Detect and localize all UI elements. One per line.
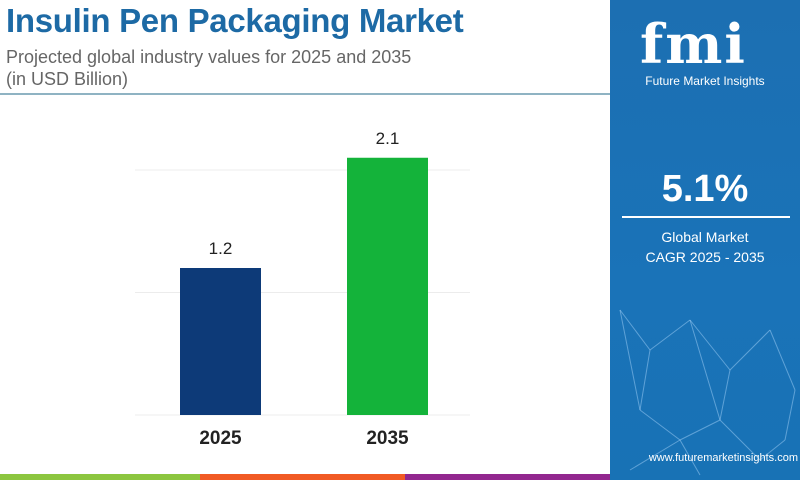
network-line [649, 319, 691, 351]
side-panel: fmi Future Market Insights 5.1% Global M… [610, 0, 800, 480]
network-line [719, 419, 761, 461]
panel-divider [622, 216, 790, 218]
data-label: 1.2 [209, 239, 233, 258]
chart-title: Insulin Pen Packaging Market [6, 2, 464, 39]
network-line [629, 439, 681, 471]
stripe-purple [405, 474, 610, 480]
logo-text: Future Market Insights [645, 74, 765, 88]
network-line [639, 409, 681, 441]
network-line [619, 309, 641, 411]
header-divider [0, 93, 610, 95]
network-decoration [619, 309, 796, 476]
stripe-orange [200, 474, 405, 480]
network-line [639, 349, 651, 411]
bar-2025 [180, 268, 261, 415]
network-line [759, 439, 786, 461]
cagr-label: Global Market [661, 229, 749, 245]
network-line [619, 309, 651, 351]
cagr-value: 5.1% [661, 168, 749, 210]
network-line [719, 369, 731, 421]
x-tick-label: 2035 [366, 428, 409, 449]
network-line [729, 329, 771, 371]
stripe-green [0, 474, 200, 480]
network-line [679, 419, 721, 441]
website-link[interactable]: www.futuremarketinsights.com [648, 452, 798, 464]
network-line [769, 329, 796, 391]
network-line [784, 389, 796, 441]
cagr-period: CAGR 2025 - 2035 [645, 249, 765, 265]
bar-2035 [347, 157, 428, 415]
chart-subtitle: Projected global industry values for 202… [6, 47, 412, 67]
data-label: 2.1 [376, 129, 400, 148]
fmi-logo: fmi [640, 12, 747, 76]
network-line [689, 319, 721, 421]
unit-label: (in USD Billion) [6, 69, 129, 89]
network-line [679, 439, 701, 476]
x-tick-label: 2025 [199, 428, 242, 449]
bar-chart: 1.2 2025 2.1 2035 [135, 129, 470, 449]
network-line [689, 319, 731, 371]
